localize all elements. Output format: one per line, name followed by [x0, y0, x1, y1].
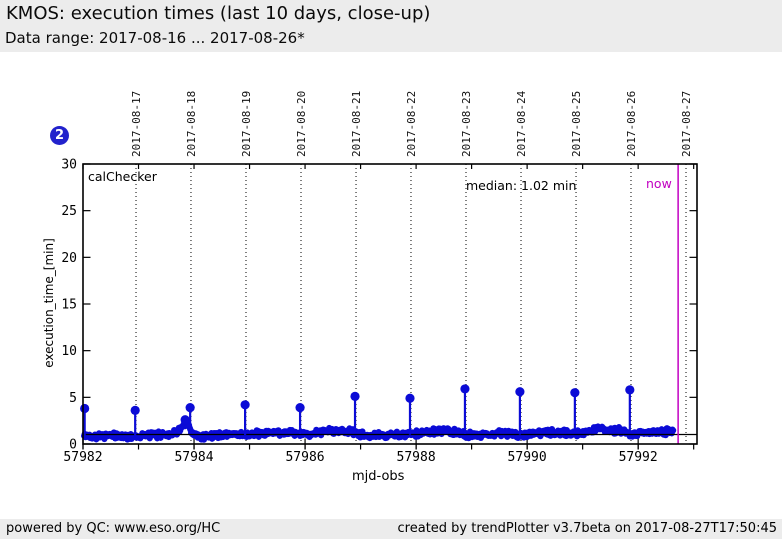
- svg-text:2017-08-25: 2017-08-25: [570, 91, 583, 157]
- svg-text:10: 10: [61, 344, 77, 359]
- page-title: KMOS: execution times (last 10 days, clo…: [6, 3, 431, 24]
- svg-text:25: 25: [61, 204, 77, 219]
- plot-number-badge: 2: [50, 126, 69, 145]
- svg-text:2017-08-23: 2017-08-23: [460, 91, 473, 157]
- svg-text:57990: 57990: [508, 450, 547, 465]
- x-axis-title: mjd-obs: [352, 469, 405, 484]
- svg-text:30: 30: [61, 158, 77, 173]
- x-tick-labels: 57982 57984 57986 57988 57990 57992: [63, 438, 658, 465]
- header-band: [0, 0, 782, 52]
- date-grid-lines: [135, 164, 687, 444]
- footer-powered-by: powered by QC: www.eso.org/HC: [6, 521, 221, 536]
- data-points-band: [81, 418, 677, 443]
- now-annotation: now: [646, 176, 672, 191]
- svg-text:2017-08-27: 2017-08-27: [680, 91, 693, 157]
- footer-created-by: created by trendPlotter v3.7beta on 2017…: [397, 521, 777, 536]
- svg-text:57988: 57988: [397, 450, 436, 465]
- svg-text:2017-08-26: 2017-08-26: [625, 91, 638, 157]
- series-label-calchecker: calChecker: [88, 169, 157, 184]
- svg-text:2017-08-18: 2017-08-18: [185, 91, 198, 157]
- y-axis-title: execution_time_[min]: [42, 238, 56, 368]
- data-range-subtitle: Data range: 2017-08-16 ... 2017-08-26*: [5, 29, 305, 47]
- y-axis-ticks: 0 5 10 15 20 25 30: [61, 158, 697, 453]
- plot-frame: [82, 163, 698, 445]
- top-date-labels: 2017-08-17 2017-08-18 2017-08-19 2017-08-20…: [130, 90, 693, 157]
- footer-band: [0, 519, 782, 539]
- svg-text:20: 20: [61, 251, 77, 266]
- svg-text:57982: 57982: [63, 450, 102, 465]
- x-axis-ticks: [82, 164, 695, 450]
- svg-text:57984: 57984: [174, 450, 213, 465]
- svg-text:57992: 57992: [619, 450, 658, 465]
- svg-text:2017-08-19: 2017-08-19: [240, 91, 253, 157]
- svg-text:2017-08-20: 2017-08-20: [295, 91, 308, 157]
- svg-text:2017-08-24: 2017-08-24: [515, 90, 528, 157]
- svg-text:15: 15: [61, 298, 77, 313]
- median-annotation: median: 1.02 min: [466, 178, 577, 193]
- svg-text:2017-08-22: 2017-08-22: [405, 91, 418, 157]
- svg-text:2017-08-21: 2017-08-21: [350, 91, 363, 157]
- svg-text:0: 0: [69, 438, 77, 453]
- svg-text:5: 5: [69, 391, 77, 406]
- svg-text:57986: 57986: [285, 450, 324, 465]
- svg-text:2017-08-17: 2017-08-17: [130, 91, 143, 157]
